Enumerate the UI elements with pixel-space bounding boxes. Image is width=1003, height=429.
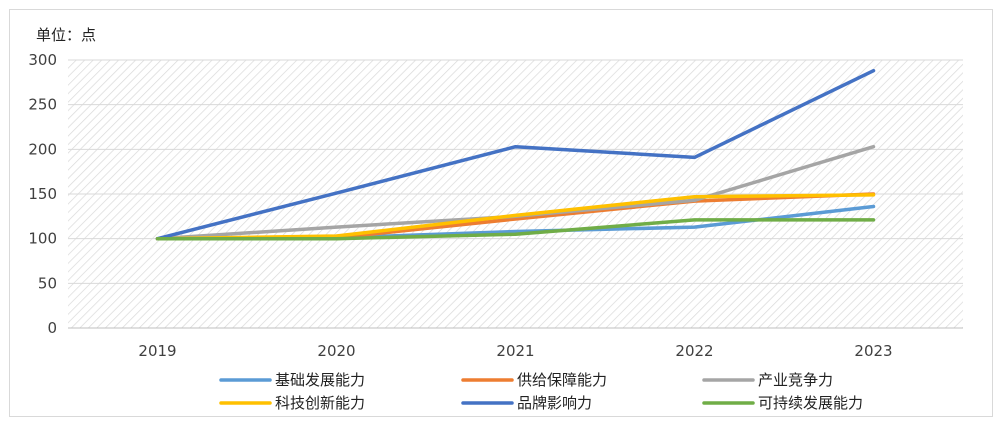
legend-label: 可持续发展能力: [758, 394, 863, 412]
y-tick-label: 100: [28, 230, 57, 248]
legend-item-1: 供给保障能力: [461, 371, 607, 389]
x-tick-label: 2020: [317, 342, 355, 360]
legend-item-4: 品牌影响力: [461, 394, 592, 412]
y-tick-label: 300: [28, 51, 57, 69]
series-lines: [155, 68, 876, 241]
series-line-5: [155, 218, 876, 241]
y-tick-label: 150: [28, 185, 57, 203]
y-tick-label: 250: [28, 96, 57, 114]
legend-item-0: 基础发展能力: [219, 371, 365, 389]
legend-label: 产业竞争力: [758, 371, 833, 389]
legend-label: 基础发展能力: [275, 371, 365, 389]
y-tick-label: 200: [28, 140, 57, 158]
unit-label: 单位：点: [36, 26, 96, 44]
series-line-4: [155, 68, 876, 241]
legend-item-5: 可持续发展能力: [702, 394, 863, 412]
x-tick-label: 2023: [854, 342, 892, 360]
legend-label: 品牌影响力: [517, 394, 592, 412]
y-tick-label: 50: [38, 274, 57, 292]
y-tick-label: 0: [47, 319, 57, 337]
legend-item-3: 科技创新能力: [219, 394, 365, 412]
axes: 0 50 100 150 200 250 300 2019 2020 2021 2022 2023: [28, 51, 963, 360]
series-line-3: [155, 193, 876, 241]
x-tick-label: 2022: [675, 342, 713, 360]
x-tick-label: 2021: [496, 342, 534, 360]
x-tick-label: 2019: [138, 342, 176, 360]
legend-item-2: 产业竞争力: [702, 371, 833, 389]
legend-label: 科技创新能力: [275, 394, 365, 412]
legend-label: 供给保障能力: [517, 371, 607, 389]
